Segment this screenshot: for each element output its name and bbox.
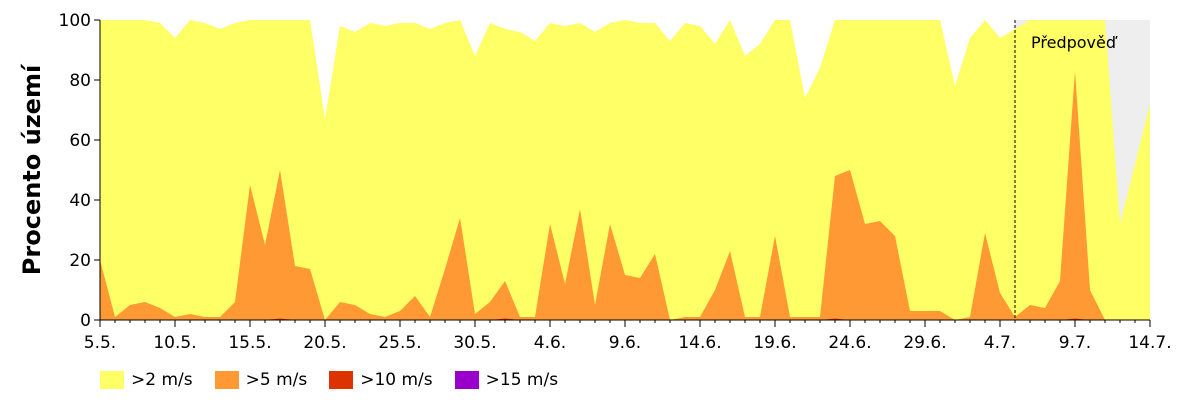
x-tick-label: 19.6. [753,333,796,353]
legend-item: >5 m/s [214,370,308,390]
chart: Procento území 0 20 40 60 80 100 5.5. 10.5. 15.… [18,11,1172,353]
legend-item: >10 m/s [329,370,433,390]
y-tick-label: 60 [69,131,91,151]
x-tick-label: 24.6. [828,333,871,353]
legend-label: >2 m/s [131,370,193,390]
y-tick-label: 0 [80,311,91,331]
x-tick-label: 5.5. [84,333,116,353]
legend-label: >5 m/s [245,370,308,390]
legend-item: >15 m/s [454,370,559,390]
x-tick-label: 15.5. [228,333,271,353]
x-ticks: 5.5. 10.5. 15.5. 20.5. 25.5. 30.5. 4.6. 9.6. 14.… [84,320,1172,353]
x-tick-label: 4.7. [984,333,1016,353]
series-layer [100,20,1150,320]
y-tick-label: 100 [59,11,91,31]
y-tick-label: 80 [69,71,91,91]
x-tick-label: 9.6. [609,333,641,353]
legend-swatch [100,371,124,389]
legend-label: >10 m/s [360,370,433,390]
legend-swatch [454,371,479,389]
y-ticks: 0 20 40 60 80 100 [59,11,100,331]
legend-item: >2 m/s [100,370,193,390]
x-tick-label: 14.7. [1128,333,1171,353]
x-tick-label: 29.6. [903,333,946,353]
y-tick-label: 20 [69,251,91,271]
y-tick-label: 40 [69,191,91,211]
x-tick-label: 10.5. [153,333,196,353]
x-tick-label: 25.5. [378,333,421,353]
x-tick-label: 30.5. [453,333,496,353]
series-area [100,71,1150,320]
x-tick-label: 9.7. [1059,333,1091,353]
x-tick-label: 4.6. [534,333,566,353]
legend-label: >15 m/s [485,370,559,390]
x-tick-label: 14.6. [678,333,721,353]
legend-swatch [329,371,354,389]
x-tick-label: 20.5. [303,333,346,353]
y-axis-label: Procento území [18,63,46,275]
legend-swatch [214,371,239,389]
legend: >2 m/s >5 m/s >10 m/s >15 m/s [100,370,558,390]
forecast-label: Předpověď [1031,33,1118,52]
